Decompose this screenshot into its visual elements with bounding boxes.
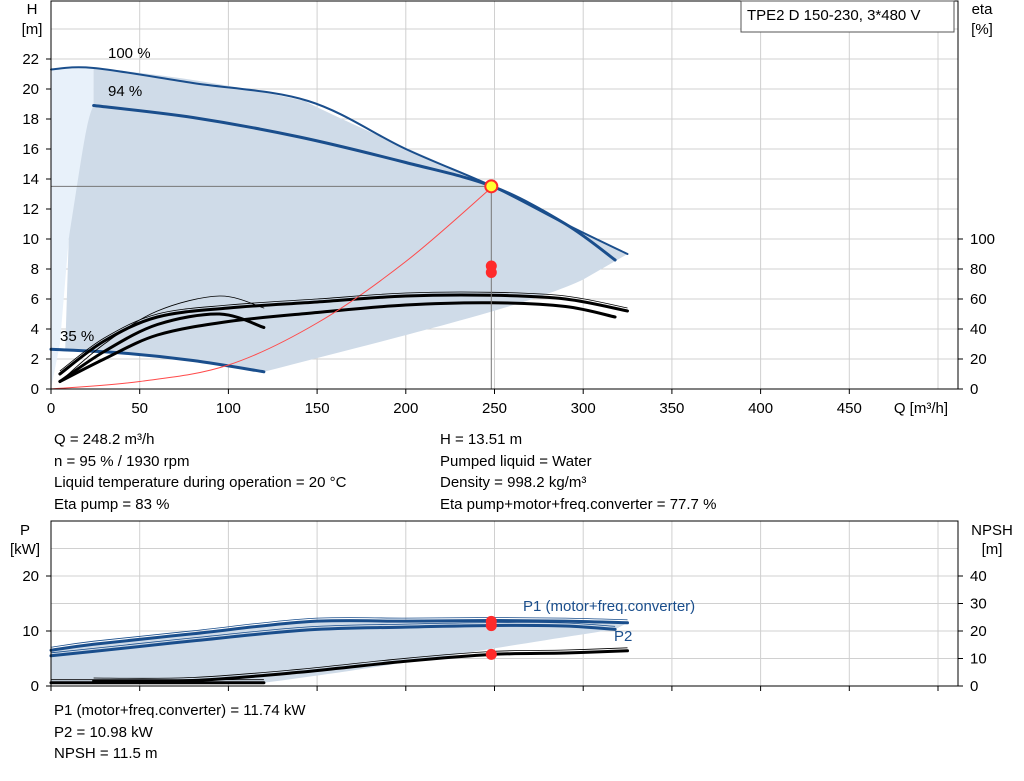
info-liquid-temp: Liquid temperature during operation = 20… (54, 474, 347, 491)
light-area (51, 68, 94, 389)
npsh-axis-label: NPSH (971, 522, 1013, 539)
y2-tick-label: 80 (970, 261, 987, 278)
system_curve-line (50, 186, 494, 390)
bottom-axes: 0 10 20 0 10 20 30 40 P [kW] NPSH [m] (10, 520, 1013, 695)
y2-tick-label: 10 (970, 651, 987, 668)
y-tick-label: 2 (31, 351, 39, 368)
y-tick-label: 20 (22, 81, 39, 98)
head_35-line (49, 347, 266, 374)
npsh-thin-line (93, 647, 628, 679)
x-tick-label: 50 (131, 400, 148, 417)
power-thin-line (50, 622, 616, 654)
y-tick-label: 12 (22, 201, 39, 218)
top-curves: 100 % 94 % 35 % (49, 45, 629, 390)
y-tick-label: 14 (22, 171, 39, 188)
y-tick-label: 6 (31, 291, 39, 308)
y2-axis-label: eta (972, 1, 994, 18)
y2-tick-label: 20 (970, 351, 987, 368)
x-tick-label: 450 (837, 400, 862, 417)
top-plot-frame (50, 0, 959, 390)
y-axis-unit: [m] (22, 21, 43, 38)
y-tick-label: 10 (22, 623, 39, 640)
y-tick-label: 8 (31, 261, 39, 278)
x-tick-label: 0 (47, 400, 55, 417)
eta_95-line (58, 301, 617, 383)
info-left: Q = 248.2 m³/h n = 95 % / 1930 rpm Liqui… (54, 429, 346, 515)
eta_low_b-line (58, 312, 266, 383)
eta-band-line (59, 291, 628, 372)
y2-tick-label: 40 (970, 568, 987, 585)
eta_low_a-line (59, 295, 265, 382)
y-tick-label: 16 (22, 141, 39, 158)
title-box: TPE2 D 150-230, 3*480 V (740, 0, 955, 33)
x-tick-label: 400 (748, 400, 773, 417)
y2-tick-label: 30 (970, 596, 987, 613)
title-box-text: TPE2 D 150-230, 3*480 V (747, 7, 920, 24)
p-axis-unit: [kW] (10, 541, 40, 558)
npsh-axis-unit: [m] (982, 541, 1003, 558)
y-tick-label: 22 (22, 51, 39, 68)
y2-tick-label: 20 (970, 623, 987, 640)
operating-point-marker (484, 179, 499, 194)
p-axis-label: P (20, 522, 30, 539)
power-thin-line (50, 617, 628, 648)
info-density: Density = 998.2 kg/m³ (440, 474, 587, 491)
info-speed: n = 95 % / 1930 rpm (54, 452, 190, 470)
info-pumped-liquid: Pumped liquid = Water (440, 452, 592, 470)
power-line (49, 618, 629, 652)
y-tick-label: 20 (22, 568, 39, 585)
x-tick-label: 150 (305, 400, 330, 417)
x-tick-label: 200 (393, 400, 418, 417)
info-head: H = 13.51 m (440, 431, 523, 448)
info-npsh: NPSH = 11.5 m (54, 745, 158, 762)
y2-tick-label: 60 (970, 291, 987, 308)
info-bottom: P1 (motor+freq.converter) = 11.74 kW P2 … (54, 700, 306, 765)
y2-tick-label: 100 (970, 231, 995, 248)
power-range-area (51, 621, 628, 683)
operating-range-area (51, 68, 628, 389)
info-eta-pump: Eta pump = 83 % (54, 495, 170, 513)
y2-axis-unit: [%] (971, 21, 993, 38)
legend-p2: P2 (614, 628, 632, 645)
y-axis-label: H (27, 1, 38, 18)
x-tick-label: 300 (571, 400, 596, 417)
power-line (49, 623, 617, 658)
npsh-line (92, 649, 629, 683)
legend-p1: P1 (motor+freq.converter) (523, 598, 695, 615)
y-tick-label: 0 (31, 381, 39, 398)
info-flow: Q = 248.2 m³/h (54, 431, 155, 448)
power-area (51, 621, 628, 683)
x-axis-label: Q [m³/h] (894, 400, 948, 417)
x-tick-label: 250 (482, 400, 507, 417)
info-right: H = 13.51 m Pumped liquid = Water Densit… (440, 429, 716, 515)
bottom-curves: P1 (motor+freq.converter) P2 (49, 598, 695, 685)
y-tick-label: 18 (22, 111, 39, 128)
info-eta-total: Eta pump+motor+freq.converter = 77.7 % (440, 495, 717, 513)
x-tick-label: 350 (659, 400, 684, 417)
x-tick-label: 100 (216, 400, 241, 417)
speed-label-35: 35 % (60, 328, 94, 345)
info-p2: P2 = 10.98 kW (54, 723, 153, 741)
y-tick-label: 0 (31, 678, 39, 695)
npsh-point-marker (485, 648, 497, 660)
y2-tick-label: 0 (970, 678, 978, 695)
y2-tick-label: 40 (970, 321, 987, 338)
speed-label-94: 94 % (108, 83, 142, 100)
speed-label-100: 100 % (108, 45, 151, 62)
head_94-line (92, 104, 617, 262)
info-p1: P1 (motor+freq.converter) = 11.74 kW (54, 702, 306, 719)
eta-point-marker (485, 266, 497, 278)
y-tick-label: 10 (22, 231, 39, 248)
y-tick-label: 4 (31, 321, 39, 338)
y2-tick-label: 0 (970, 381, 978, 398)
p2-point-marker (485, 620, 497, 632)
